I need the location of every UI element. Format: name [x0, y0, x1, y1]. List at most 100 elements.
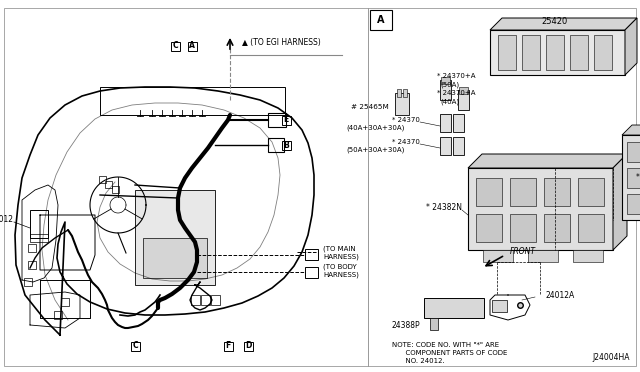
Text: * 24381: * 24381 — [636, 173, 640, 183]
Text: HARNESS): HARNESS) — [323, 253, 359, 260]
Text: A: A — [377, 15, 385, 25]
Bar — [28, 244, 36, 252]
Bar — [440, 137, 451, 155]
Text: F: F — [225, 341, 230, 350]
Text: (40A): (40A) — [440, 99, 459, 105]
Bar — [627, 168, 640, 188]
Bar — [395, 93, 409, 115]
Text: HARNESS): HARNESS) — [323, 272, 359, 278]
Text: # 25465M: # 25465M — [351, 104, 389, 110]
Bar — [578, 214, 604, 242]
Polygon shape — [625, 18, 637, 75]
Bar — [305, 249, 318, 260]
Text: 25420: 25420 — [542, 17, 568, 26]
Text: J24004HA: J24004HA — [593, 353, 630, 362]
Bar — [453, 137, 464, 155]
Bar — [544, 178, 570, 206]
Polygon shape — [622, 125, 640, 135]
Text: * 24370+A: * 24370+A — [437, 90, 476, 96]
Text: D: D — [245, 341, 251, 350]
Bar — [544, 214, 570, 242]
Text: ▲ (TO EGI HARNESS): ▲ (TO EGI HARNESS) — [242, 38, 321, 46]
Bar — [282, 115, 291, 125]
Bar — [483, 250, 513, 262]
Bar — [468, 168, 613, 250]
Bar — [594, 35, 612, 70]
Text: NO. 24012.: NO. 24012. — [392, 358, 445, 364]
Bar — [528, 250, 558, 262]
Bar — [24, 278, 32, 286]
Bar — [30, 234, 48, 242]
Bar — [201, 295, 210, 305]
Bar — [305, 267, 318, 278]
Text: (TO MAIN: (TO MAIN — [323, 246, 356, 252]
Bar — [522, 35, 540, 70]
Bar — [30, 210, 48, 238]
Text: NOTE: CODE NO. WITH "*" ARE: NOTE: CODE NO. WITH "*" ARE — [392, 342, 499, 348]
Bar — [459, 87, 468, 94]
Text: C: C — [172, 42, 178, 51]
Bar — [223, 341, 232, 350]
Bar — [131, 341, 140, 350]
Bar — [490, 30, 625, 75]
Text: E: E — [284, 115, 289, 125]
Bar — [510, 214, 536, 242]
Bar — [498, 35, 516, 70]
Bar — [191, 295, 200, 305]
Text: A: A — [189, 42, 195, 51]
Bar — [370, 10, 392, 30]
Bar — [61, 298, 69, 306]
Bar — [99, 176, 106, 183]
Bar — [282, 141, 291, 150]
Text: * 24370: * 24370 — [392, 117, 420, 123]
Bar — [441, 77, 450, 84]
Bar — [440, 114, 451, 132]
Bar — [100, 87, 285, 115]
Text: (40A+30A+30A): (40A+30A+30A) — [347, 125, 405, 131]
Bar — [211, 295, 220, 305]
Bar — [54, 311, 62, 319]
Text: * 24370: * 24370 — [392, 139, 420, 145]
Polygon shape — [490, 18, 637, 30]
Bar — [440, 80, 451, 100]
Polygon shape — [468, 154, 627, 168]
Bar — [424, 298, 484, 318]
Bar — [112, 186, 119, 193]
Bar — [546, 35, 564, 70]
Bar — [135, 190, 215, 285]
Bar — [492, 300, 507, 312]
Bar — [403, 89, 407, 97]
Bar — [268, 113, 286, 127]
Bar — [627, 194, 640, 214]
Bar — [573, 250, 603, 262]
Text: COMPONENT PARTS OF CODE: COMPONENT PARTS OF CODE — [392, 350, 508, 356]
Bar — [627, 142, 640, 162]
Text: B: B — [283, 141, 289, 150]
Text: 24012A: 24012A — [545, 291, 574, 299]
Text: 24388P: 24388P — [392, 321, 420, 330]
Bar — [28, 261, 36, 269]
Text: C: C — [132, 341, 138, 350]
Polygon shape — [613, 154, 627, 250]
Bar — [397, 89, 401, 97]
Text: * 24382N: * 24382N — [426, 203, 462, 212]
Bar — [143, 238, 207, 278]
Bar — [578, 178, 604, 206]
Bar — [268, 138, 284, 152]
Bar — [476, 178, 502, 206]
Bar — [188, 42, 196, 51]
Bar — [243, 341, 253, 350]
Text: (50A+30A+30A): (50A+30A+30A) — [347, 147, 405, 153]
Text: 24012: 24012 — [0, 215, 14, 224]
Bar — [453, 114, 464, 132]
Text: (TO BODY: (TO BODY — [323, 263, 356, 270]
Text: (50A): (50A) — [440, 82, 459, 88]
Text: * 24370+A: * 24370+A — [437, 73, 476, 79]
Text: FRONT: FRONT — [510, 247, 536, 257]
Bar — [476, 214, 502, 242]
Bar — [458, 90, 469, 110]
Bar — [430, 318, 438, 330]
Bar — [622, 135, 640, 220]
Bar — [105, 181, 112, 188]
Bar — [570, 35, 588, 70]
